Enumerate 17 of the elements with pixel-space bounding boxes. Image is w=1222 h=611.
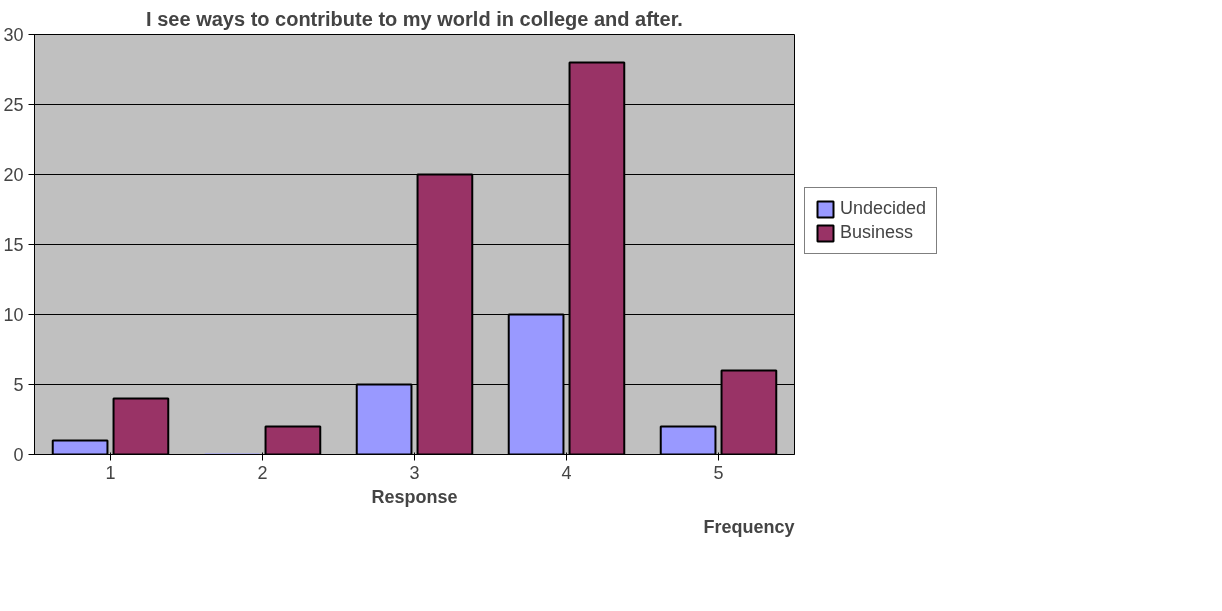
x-tick-label: 1: [105, 462, 116, 483]
y-tick-label: 10: [3, 305, 24, 325]
y-tick-label: 15: [3, 235, 24, 255]
y-tick-label: 25: [3, 95, 24, 115]
x-tick-label: 5: [713, 462, 724, 483]
y-tick-label: 30: [3, 25, 24, 45]
legend-label: Undecided: [840, 198, 927, 219]
legend-label: Business: [840, 222, 914, 243]
chart-title: I see ways to contribute to my world in college and after.: [146, 7, 683, 30]
x-tick-label: 2: [257, 462, 268, 483]
y-tick-label: 0: [13, 445, 24, 465]
y-tick-label: 20: [3, 165, 24, 185]
x-axis-title: Response: [371, 486, 458, 507]
text: Frequency: [703, 516, 795, 537]
x-tick-label: 3: [409, 462, 420, 483]
y-tick-label: 5: [13, 375, 24, 395]
x-tick-label: 4: [561, 462, 572, 483]
